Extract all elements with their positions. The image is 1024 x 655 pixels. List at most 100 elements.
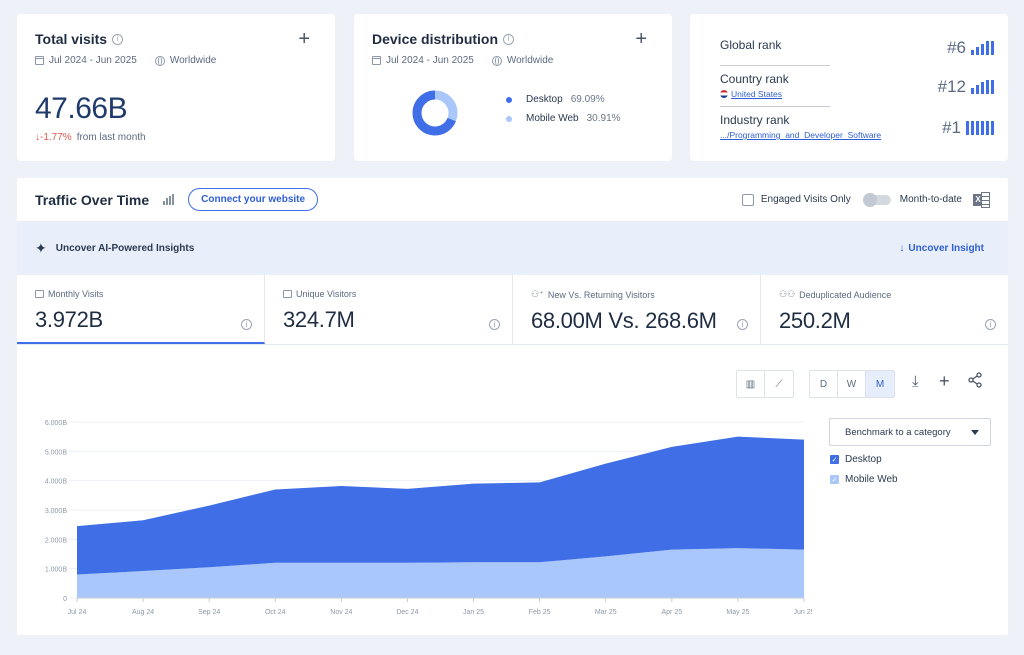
insights-label: Uncover AI-Powered Insights (55, 243, 195, 254)
metric-value: 324.7M (283, 307, 355, 332)
granularity-day-button[interactable]: D (810, 371, 838, 397)
metric-label-text: Monthly Visits (48, 289, 104, 299)
x-tick-label: Jul 24 (68, 609, 87, 616)
area-series-desktop[interactable] (77, 436, 804, 575)
y-tick-label: 6.000B (45, 420, 68, 427)
region: Worldwide (169, 55, 217, 66)
month-to-date-toggle[interactable] (862, 192, 891, 207)
share-icon[interactable] (967, 372, 983, 393)
country-rank-number: #12 (937, 77, 966, 96)
rank-bars-icon (971, 80, 994, 94)
country-rank: Country rank United States #12 (720, 72, 994, 99)
change-value: ↓-1.77% (35, 132, 72, 143)
country-rank-label: Country rank (720, 72, 789, 86)
engaged-visits-label: Engaged Visits Only (760, 194, 851, 205)
device-distribution-card: Device distribution i + Jul 2024 - Jun 2… (354, 14, 672, 161)
x-tick-label: Aug 24 (132, 609, 154, 616)
x-tick-label: Jan 25 (463, 609, 484, 616)
donut-slice-desktop[interactable] (412, 90, 458, 136)
industry-link-text[interactable]: .../Programming_and_Developer_Software (720, 130, 882, 140)
tab-deduplicated-audience[interactable]: ⚇⚇ Deduplicated Audience 250.2M i (761, 275, 1008, 344)
checkbox-checked-icon[interactable]: ✓ (830, 475, 839, 484)
info-icon[interactable]: i (489, 319, 500, 330)
device-legend-mobile: Mobile Web 30.91% (506, 113, 621, 124)
total-visits-value: 47.66B (35, 92, 128, 125)
metric-label-text: New Vs. Returning Visitors (547, 289, 655, 300)
ai-insights-bar: ✦ Uncover AI-Powered Insights ↓ Uncover … (17, 222, 1008, 275)
metric-value: 68.00M Vs. 268.6M (531, 308, 717, 333)
granularity-month-button[interactable]: M (866, 371, 894, 397)
date-range: Jul 2024 - Jun 2025 (386, 55, 474, 66)
tab-unique-visitors[interactable]: Unique Visitors 324.7M i (265, 275, 513, 344)
y-tick-label: 5.000B (45, 449, 68, 456)
desktop-dot (506, 96, 512, 103)
uncover-insight-text[interactable]: Uncover Insight (908, 243, 984, 254)
connect-website-button[interactable]: Connect your website (188, 188, 319, 211)
legend-desktop[interactable]: ✓ Desktop (830, 454, 882, 465)
metric-label-text: Deduplicated Audience (799, 289, 892, 300)
us-flag-icon (720, 90, 728, 98)
metric-label-text: Unique Visitors (296, 289, 357, 299)
tab-monthly-visits[interactable]: Monthly Visits 3.972B i (17, 275, 265, 344)
industry-rank: Industry rank .../Programming_and_Develo… (720, 113, 994, 140)
sparkle-icon: ✦ (35, 240, 47, 256)
info-icon[interactable]: i (241, 319, 252, 330)
checkbox-checked-icon[interactable]: ✓ (830, 455, 839, 464)
legend-label: Mobile Web (526, 113, 579, 124)
excel-export-icon[interactable]: X (973, 191, 990, 208)
info-icon[interactable]: i (503, 33, 515, 45)
industry-rank-label: Industry rank (720, 113, 790, 127)
device-title-text: Device distribution (372, 31, 499, 47)
traffic-over-time-card: Traffic Over Time Connect your website E… (17, 178, 1008, 635)
y-tick-label: 0 (63, 596, 67, 603)
info-icon[interactable]: i (112, 33, 124, 45)
calendar-icon (372, 56, 381, 65)
metric-value: 3.972B (35, 307, 103, 332)
area-series-mobile-web[interactable] (77, 548, 804, 598)
total-visits-change: ↓-1.77% from last month (35, 132, 317, 143)
country-link[interactable]: United States (720, 89, 994, 99)
global-rank-value: #6 (947, 38, 994, 58)
change-pct: -1.77% (40, 132, 72, 143)
benchmark-dropdown[interactable]: Benchmark to a category (829, 418, 991, 446)
uncover-insight-link[interactable]: ↓ Uncover Insight (899, 243, 984, 254)
industry-link[interactable]: .../Programming_and_Developer_Software (720, 130, 994, 140)
x-tick-label: Feb 25 (529, 609, 551, 616)
total-visits-title-text: Total visits (35, 31, 108, 47)
traffic-controls: Engaged Visits Only Month-to-date X (741, 191, 990, 208)
x-tick-label: Apr 25 (662, 609, 683, 616)
device-donut-chart (412, 90, 458, 136)
traffic-header: Traffic Over Time Connect your website E… (17, 178, 1008, 222)
tab-new-vs-returning[interactable]: ⚇⁺ New Vs. Returning Visitors 68.00M Vs. … (513, 275, 761, 344)
y-tick-label: 1.000B (45, 567, 68, 574)
metric-value: 250.2M (779, 308, 851, 333)
arrow-down-icon: ↓ (899, 243, 905, 254)
granularity-week-button[interactable]: W (838, 371, 866, 397)
info-icon[interactable]: i (985, 319, 996, 330)
bar-chart-icon[interactable]: ▥ (737, 371, 765, 397)
rank-bars-icon (971, 41, 994, 55)
device-legend: Desktop 69.09% Mobile Web 30.91% (506, 94, 621, 132)
line-chart-icon[interactable]: ⟋ (775, 378, 783, 390)
x-tick-label: May 25 (726, 609, 749, 616)
country-link-text[interactable]: United States (731, 89, 783, 99)
rank-bars-icon (966, 121, 994, 135)
info-icon[interactable]: i (737, 319, 748, 330)
x-tick-label: Mar 25 (595, 609, 617, 616)
metric-tabs: Monthly Visits 3.972B i Unique Visitors … (17, 275, 1008, 345)
add-button[interactable]: + (298, 28, 310, 50)
total-visits-card: Total visits i + Jul 2024 - Jun 2025 Wor… (17, 14, 335, 161)
y-tick-label: 2.000B (45, 537, 68, 544)
legend-mobile-web[interactable]: ✓ Mobile Web (830, 474, 898, 485)
ranks-card: Global rank #6 Country rank United State… (690, 14, 1008, 161)
add-icon[interactable]: + (939, 371, 950, 391)
granularity-toggle: D W M (809, 370, 895, 398)
industry-rank-number: #1 (942, 118, 961, 137)
add-button[interactable]: + (635, 28, 647, 50)
engaged-visits-checkbox[interactable] (741, 193, 754, 206)
traffic-title: Traffic Over Time (35, 191, 150, 208)
divider (720, 106, 830, 107)
download-icon[interactable]: ⤓ (912, 373, 919, 390)
x-tick-label: Sep 24 (198, 609, 220, 616)
legend-pct: 30.91% (586, 113, 621, 124)
